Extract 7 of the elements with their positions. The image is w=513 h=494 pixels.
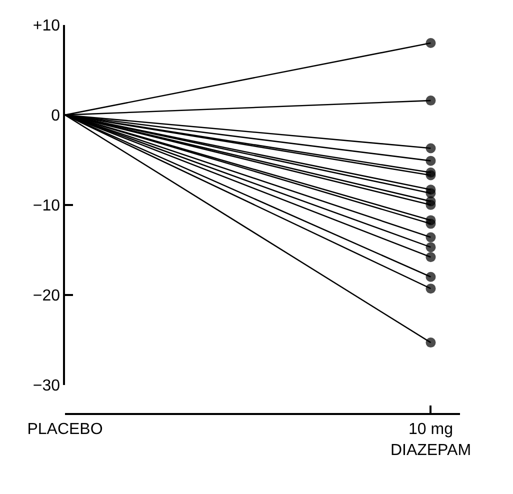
y-tick-label: −10: [32, 198, 60, 215]
y-tick-label: 0: [51, 108, 60, 125]
y-tick-label: +10: [32, 18, 60, 35]
y-tick-label: −20: [32, 287, 60, 304]
y-tick-label: −30: [32, 377, 60, 394]
x-tick-label: 10 mg DIAZEPAM: [390, 420, 472, 459]
x-tick-label: PLACEBO: [27, 420, 103, 438]
